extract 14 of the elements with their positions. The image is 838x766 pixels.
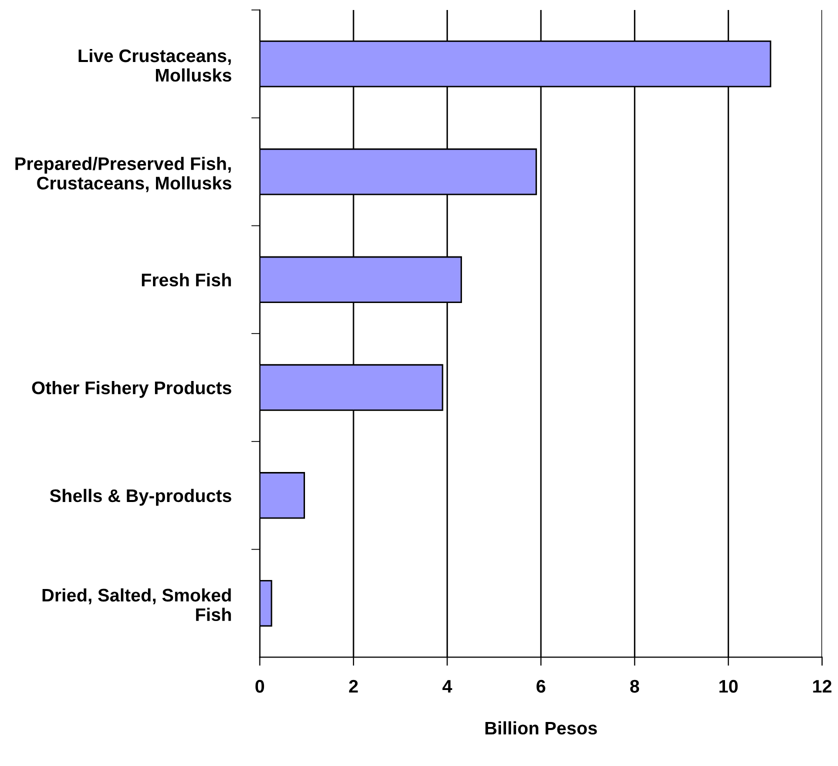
x-axis-title: Billion Pesos [485, 721, 597, 735]
y-tick-label: Shells & By-products [50, 488, 232, 506]
y-tick-label: Dried, Salted, Smoked Fish [42, 588, 231, 622]
x-tick-label: 0 [255, 680, 264, 693]
x-tick-label: 8 [630, 680, 640, 693]
y-tick-label: Other Fishery Products [32, 380, 232, 398]
x-tick-label: 10 [719, 680, 738, 693]
y-tick-label: Prepared/Preserved Fish, Crustaceans, Mollusks [15, 156, 232, 192]
x-tick-label: 4 [442, 680, 452, 693]
y-tick-label: Live Crustaceans, Mollusks [78, 48, 232, 82]
x-tick-label: 12 [813, 680, 832, 693]
x-tick-label: 6 [536, 680, 546, 693]
y-tick-label: Fresh Fish [142, 273, 231, 286]
x-tick-label: 2 [349, 680, 358, 693]
